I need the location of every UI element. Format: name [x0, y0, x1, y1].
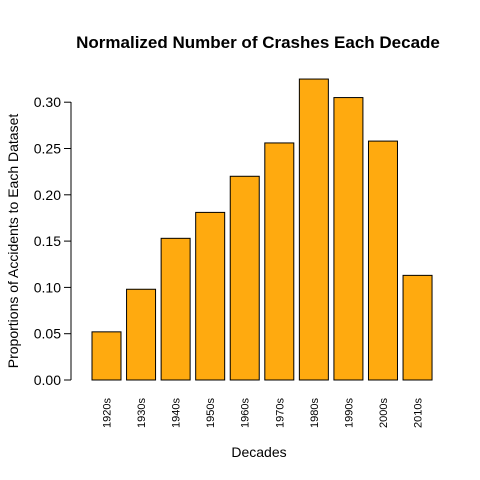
x-tick-label: 1930s: [136, 398, 148, 428]
x-tick-label: 1960s: [240, 398, 252, 428]
bar-1990s: [333, 97, 364, 381]
y-tick-label: 0.10: [34, 279, 61, 295]
y-axis-label: Proportions of Accidents to Each Dataset: [5, 114, 21, 369]
bar-1940s: [160, 237, 191, 381]
bars-group: [91, 78, 433, 381]
bar-2010s: [402, 274, 433, 381]
y-tick-label: 0.20: [34, 187, 61, 203]
x-tick-labels: 1920s 1930s 1940s 1950s 1960s 1970s 1980s 1990s…: [102, 398, 425, 428]
y-tick-label: 0.00: [34, 372, 61, 388]
bar-1930s: [126, 288, 157, 381]
x-axis-label: Decades: [231, 444, 286, 460]
x-tick-label: 1990s: [343, 398, 355, 428]
y-axis: 0.00 0.05 0.10 0.15 0.20 0.25 0.30: [34, 94, 72, 388]
x-tick-label: 1940s: [171, 398, 183, 428]
bar-1960s: [229, 175, 260, 381]
y-tick-label: 0.25: [34, 141, 61, 157]
x-tick-label: 1920s: [102, 398, 114, 428]
x-tick-label: 1980s: [309, 398, 321, 428]
y-tick-label: 0.05: [34, 326, 61, 342]
bar-1920s: [91, 331, 122, 381]
x-tick-label: 1970s: [274, 398, 286, 428]
bar-1950s: [195, 211, 226, 381]
x-tick-label: 1950s: [205, 398, 217, 428]
bar-2000s: [367, 140, 398, 381]
y-tick-label: 0.15: [34, 233, 61, 249]
y-tick-label: 0.30: [34, 94, 61, 110]
x-tick-label: 2010s: [413, 398, 425, 428]
bar-1980s: [298, 78, 329, 381]
chart-title: Normalized Number of Crashes Each Decade: [76, 33, 440, 52]
x-tick-label: 2000s: [378, 398, 390, 428]
bar-1970s: [264, 142, 295, 381]
